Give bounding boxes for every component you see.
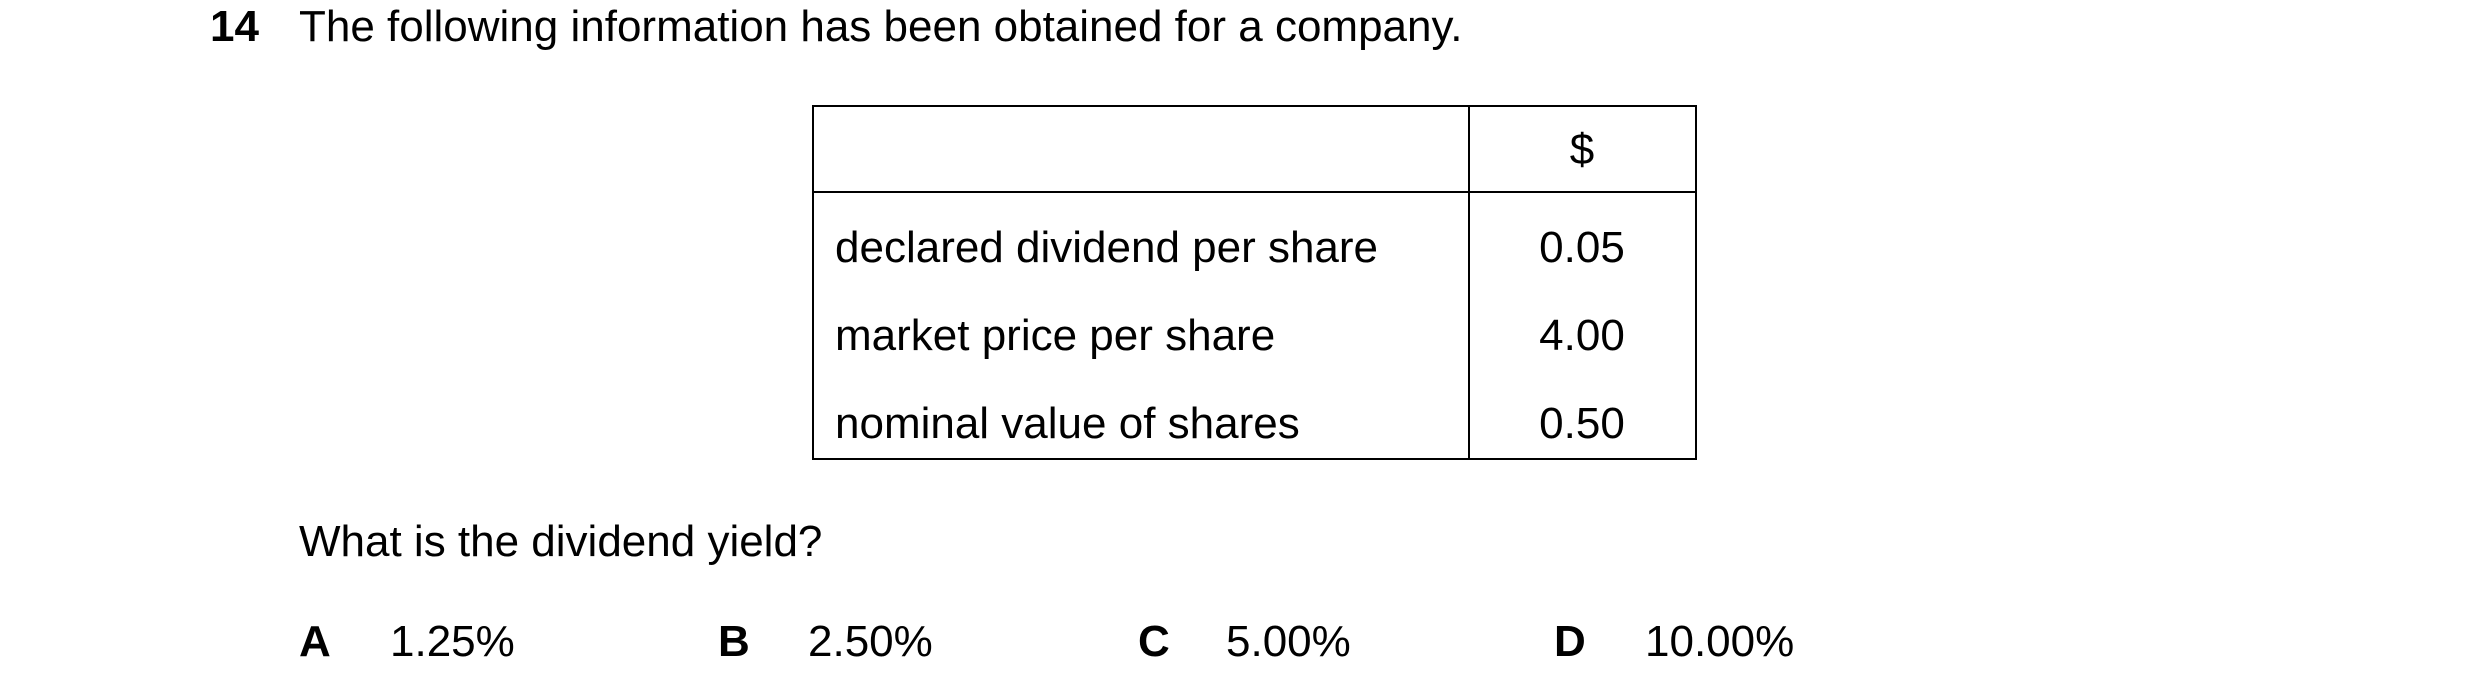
- option-letter: B: [718, 617, 750, 666]
- row-label: declared dividend per share: [835, 223, 1379, 272]
- option-text: 1.25%: [390, 617, 515, 666]
- row-label: nominal value of shares: [835, 399, 1300, 448]
- question-stem: The following information has been obtai…: [299, 2, 1463, 51]
- option-letter: D: [1554, 617, 1586, 666]
- option-text: 5.00%: [1226, 617, 1351, 666]
- row-label: market price per share: [835, 311, 1276, 360]
- question-number: 14: [210, 2, 259, 51]
- question-prompt: What is the dividend yield?: [299, 517, 823, 566]
- row-value: 0.50: [1539, 399, 1625, 448]
- row-value: 4.00: [1539, 311, 1625, 360]
- option-letter: C: [1138, 617, 1170, 666]
- option-letter: A: [299, 617, 331, 666]
- option-text: 10.00%: [1645, 617, 1795, 666]
- table-border: [812, 105, 1697, 460]
- row-value: 0.05: [1539, 223, 1625, 272]
- table-header: $: [1569, 125, 1595, 174]
- option-text: 2.50%: [808, 617, 933, 666]
